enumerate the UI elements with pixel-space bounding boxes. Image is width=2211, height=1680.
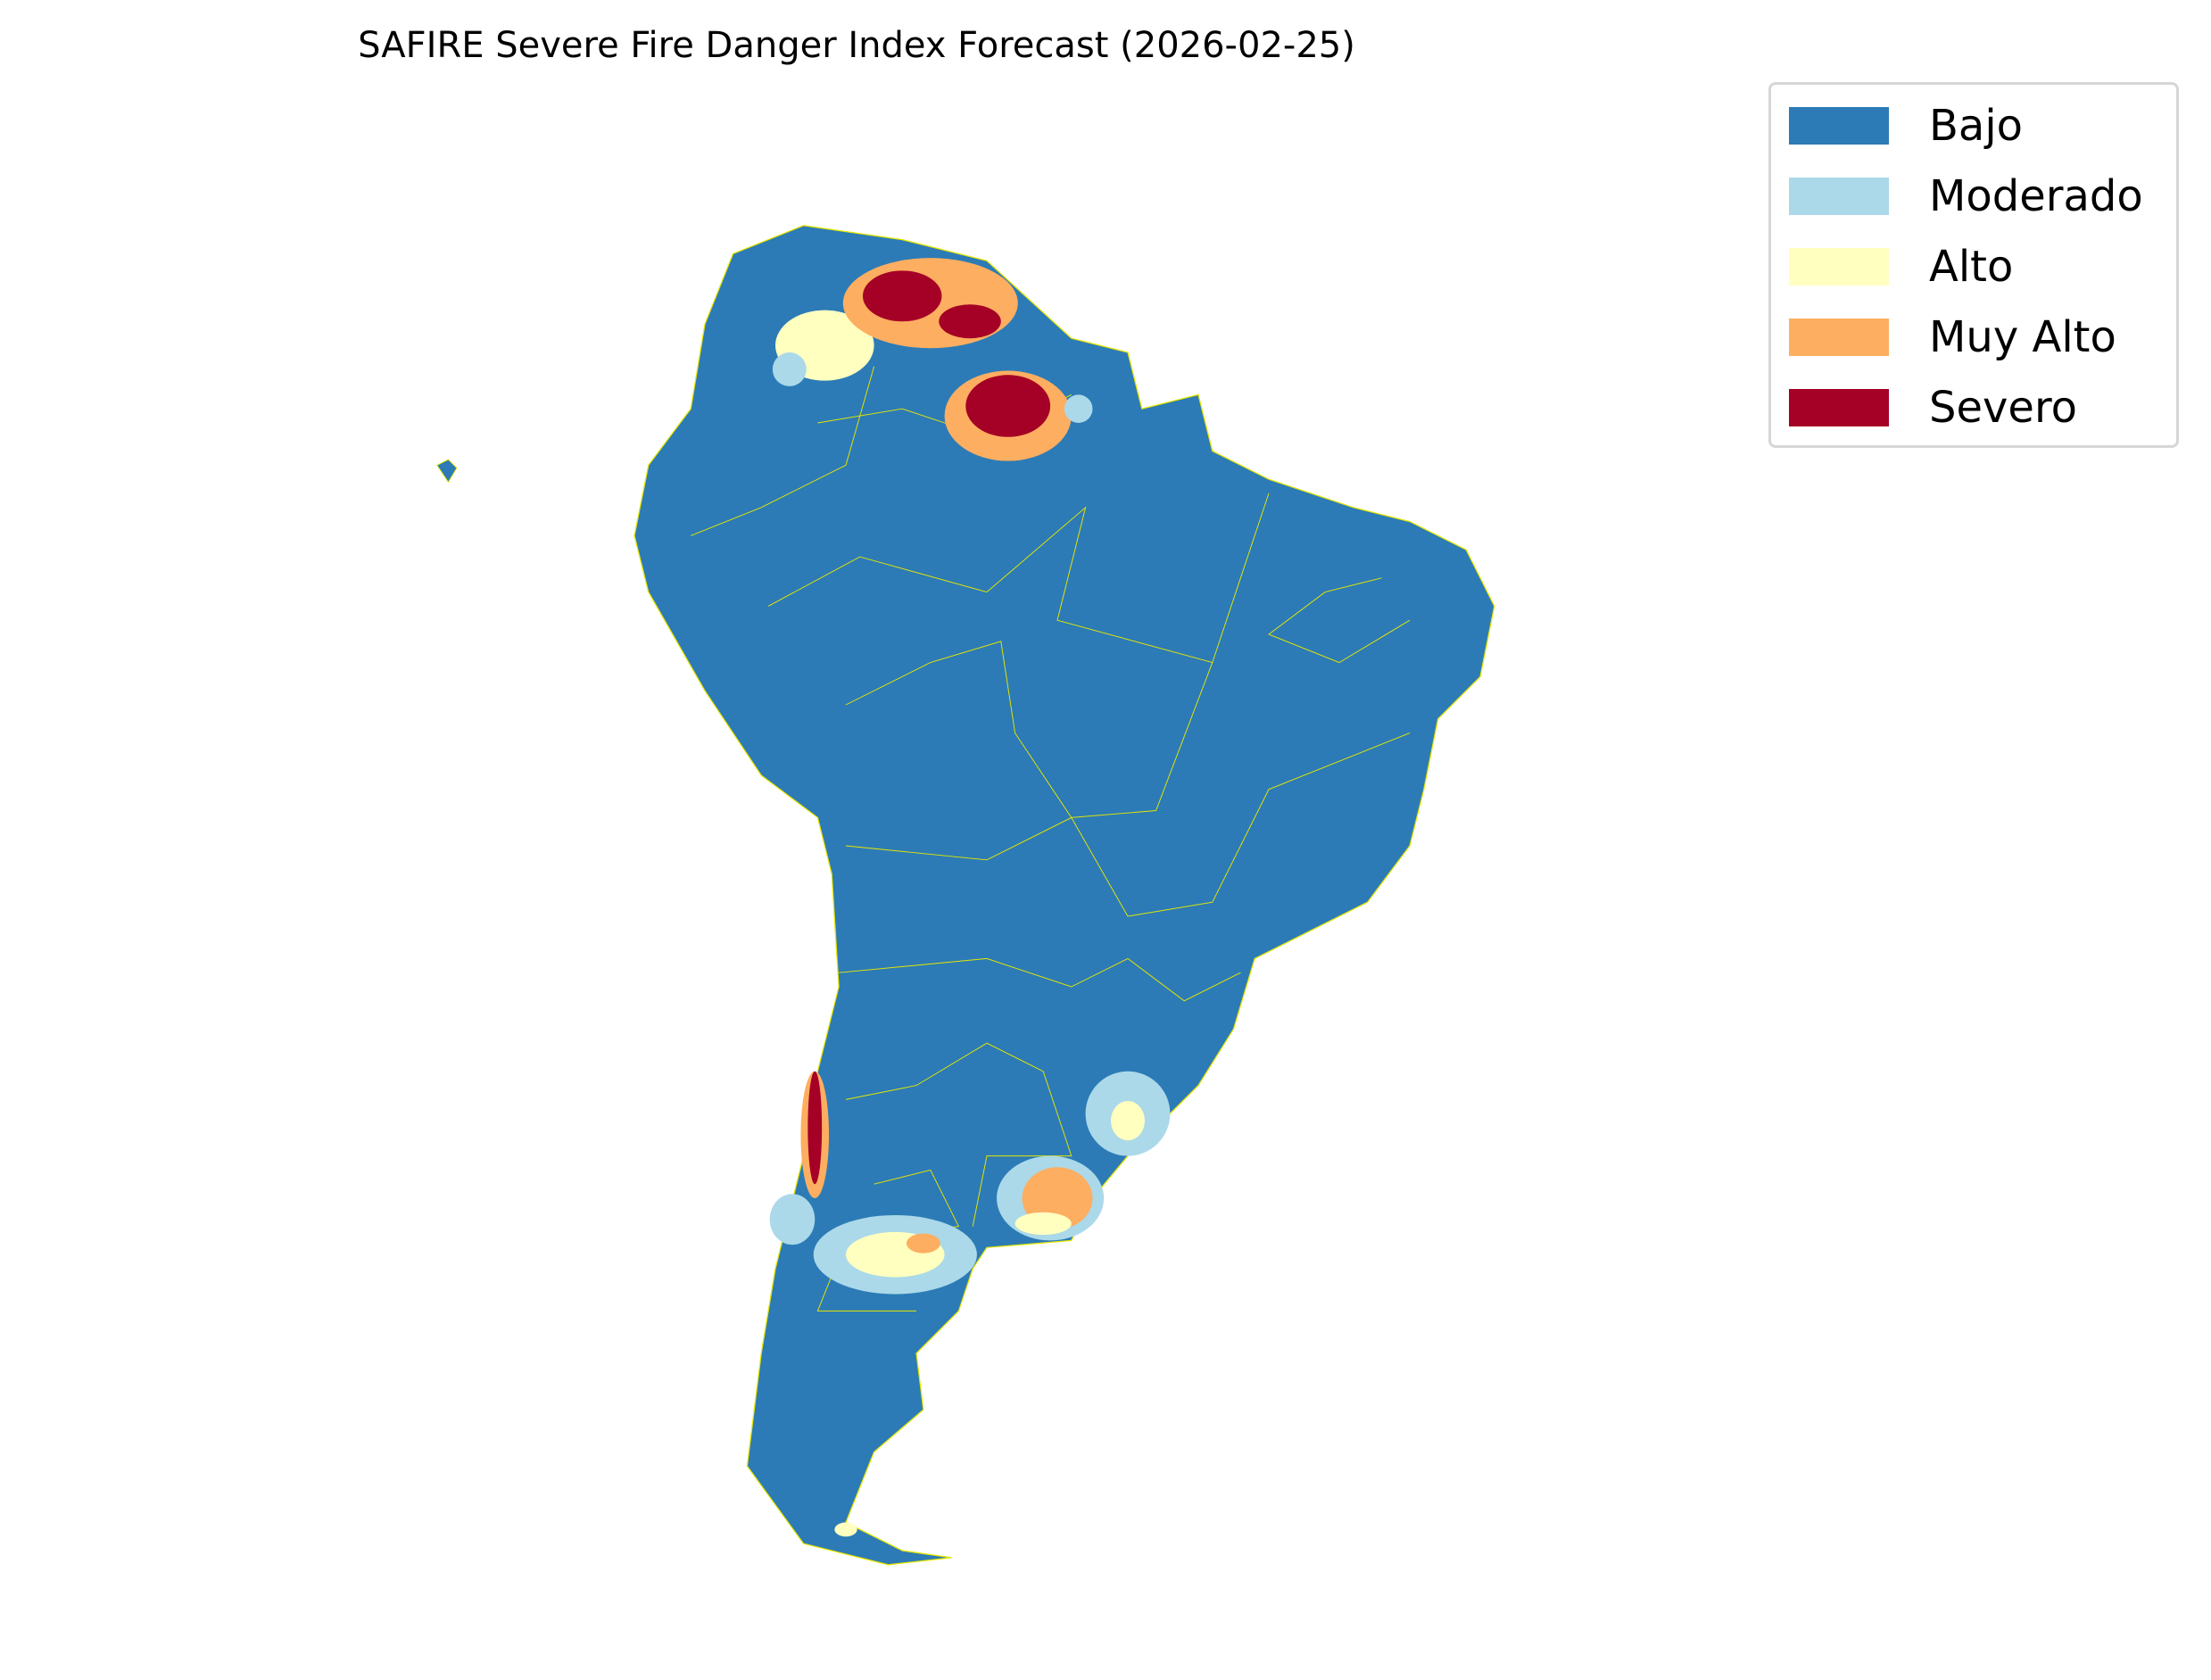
legend-swatch bbox=[1789, 319, 1889, 356]
danger-hotspots bbox=[769, 258, 1171, 1537]
legend-label: Severo bbox=[1929, 383, 2077, 433]
legend-swatch bbox=[1789, 178, 1889, 215]
galapagos-islands bbox=[436, 459, 458, 484]
internal-borders bbox=[691, 366, 1411, 1312]
map-title: SAFIRE Severe Fire Danger Index Forecast… bbox=[358, 25, 1355, 66]
legend-item-muy-alto: Muy Alto bbox=[1789, 312, 2116, 362]
legend-item-severo: Severo bbox=[1789, 383, 2077, 433]
legend-item-bajo: Bajo bbox=[1789, 101, 2023, 151]
legend-swatch bbox=[1789, 107, 1889, 145]
legend-swatch bbox=[1789, 389, 1889, 426]
legend-label: Muy Alto bbox=[1929, 312, 2116, 362]
legend-label: Moderado bbox=[1929, 171, 2143, 221]
legend-label: Alto bbox=[1929, 242, 2014, 292]
legend-item-moderado: Moderado bbox=[1789, 171, 2143, 221]
legend-label: Bajo bbox=[1929, 101, 2024, 151]
legend: Bajo Moderado Alto Muy Alto Severo bbox=[1768, 82, 2179, 448]
legend-item-alto: Alto bbox=[1789, 242, 2013, 292]
legend-swatch bbox=[1789, 248, 1889, 286]
